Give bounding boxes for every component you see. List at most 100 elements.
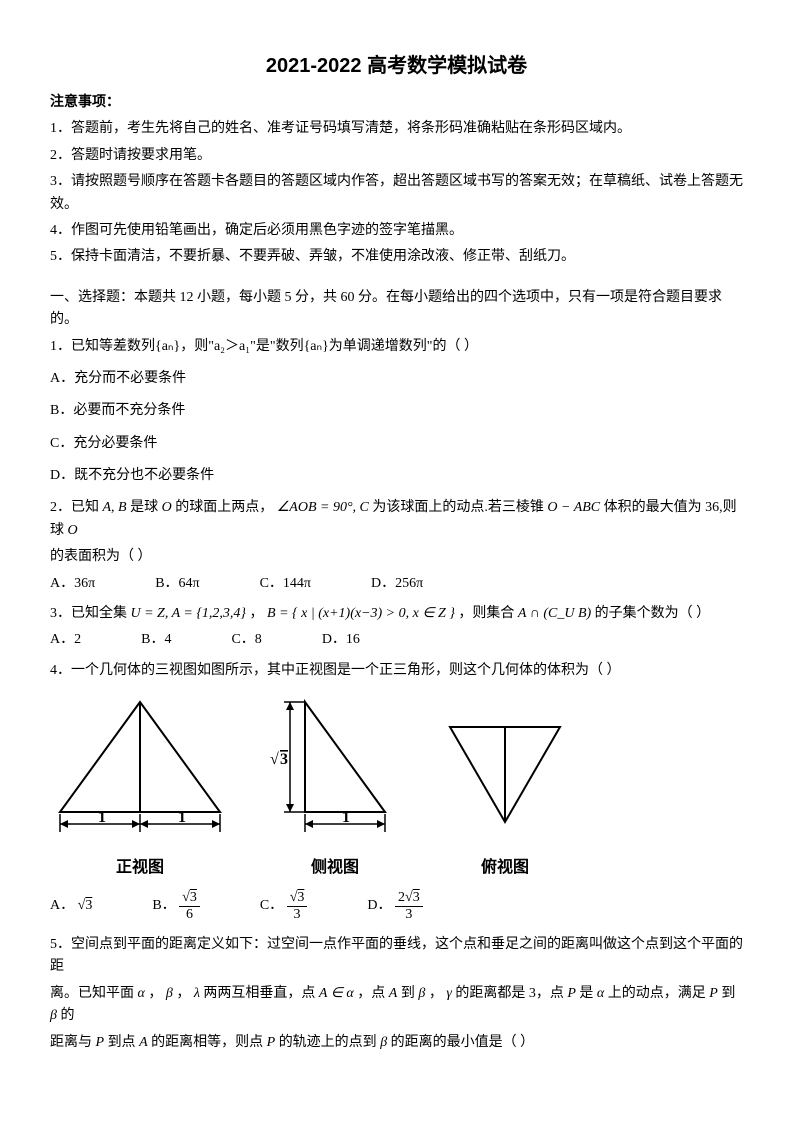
opt-val: 3 <box>85 898 92 913</box>
svg-text:1: 1 <box>342 809 350 826</box>
q2-angle: ∠AOB = 90°, <box>277 500 356 515</box>
opt-label: A． <box>50 898 74 913</box>
q5-a2: A <box>139 1035 148 1050</box>
fig3-caption: 俯视图 <box>440 855 570 881</box>
q3-frag: ，则集合 <box>458 606 518 621</box>
page-title: 2021-2022 高考数学模拟试卷 <box>50 50 743 82</box>
q3-option-b: B．4 <box>141 629 171 651</box>
q5-frag: 的距离的最小值是（ ） <box>391 1035 535 1050</box>
q2-text: 2．已知 A, B 是球 O 的球面上两点， ∠AOB = 90°, C 为该球… <box>50 497 743 542</box>
q3-expr: A ∩ (C_U B) <box>518 606 591 621</box>
q3-u: U = Z, A = {1,2,3,4} <box>131 606 247 621</box>
q5-p3: P <box>96 1035 105 1050</box>
q3-option-d: D．16 <box>322 629 360 651</box>
q2-option-a: A．36π <box>50 573 95 595</box>
q5-beta: β <box>166 986 173 1001</box>
instruction-item: 2．答题时请按要求用笔。 <box>50 145 743 167</box>
q5-ain: A ∈ α <box>319 986 354 1001</box>
fig2-caption: 侧视图 <box>270 855 400 881</box>
q1-option-c: C．充分必要条件 <box>50 433 743 455</box>
instructions-head: 注意事项： <box>50 92 743 114</box>
q2-c: C <box>360 500 369 515</box>
q4-text: 4．一个几何体的三视图如图所示，其中正视图是一个正三角形，则这个几何体的体积为（… <box>50 660 743 682</box>
q5-line3: 距离与 P 到点 A 的距离相等，则点 P 的轨迹上的点到 β 的距离的最小值是… <box>50 1032 743 1054</box>
q5-alpha2: α <box>597 986 604 1001</box>
q5-beta3: β <box>50 1008 57 1023</box>
front-view-svg: 1 1 <box>50 692 230 842</box>
q5-lambda: λ <box>194 986 200 1001</box>
q2-frag: 的球面上两点， <box>175 500 273 515</box>
q4-option-c: C． √3 3 <box>260 890 308 922</box>
q1-option-b: B．必要而不充分条件 <box>50 400 743 422</box>
q5-gamma: γ <box>446 986 452 1001</box>
opt-num: 3 <box>190 890 197 905</box>
svg-text:1: 1 <box>98 809 106 826</box>
q5-frag: 到 <box>721 986 735 1001</box>
q5-frag: ， <box>176 986 190 1001</box>
q3-frag: 3．已知全集 <box>50 606 131 621</box>
q2-frag: 为该球面上的动点.若三棱锥 <box>372 500 547 515</box>
q4-fig3: 俯视图 <box>440 712 570 880</box>
opt-den: 3 <box>395 907 423 922</box>
svg-text:√: √ <box>270 751 279 768</box>
opt-den: 3 <box>287 907 308 922</box>
opt-pre: 2 <box>398 890 405 905</box>
q5-frag: 的轨迹上的点到 <box>279 1035 381 1050</box>
q5-p: P <box>567 986 576 1001</box>
q5-p4: P <box>267 1035 276 1050</box>
opt-num: 3 <box>413 890 420 905</box>
q4-figures: 1 1 正视图 √ 3 1 <box>50 692 743 880</box>
q5-p2: P <box>709 986 718 1001</box>
q2-option-b: B．64π <box>155 573 199 595</box>
q4-option-b: B． √3 6 <box>152 890 200 922</box>
q2-tail: 的表面积为（ ） <box>50 546 743 568</box>
q3-frag: 的子集个数为（ ） <box>595 606 711 621</box>
svg-text:1: 1 <box>178 809 186 826</box>
opt-label: C． <box>260 898 283 913</box>
q5-beta4: β <box>380 1035 387 1050</box>
opt-label: D． <box>367 898 391 913</box>
q2-o2: O <box>68 523 78 538</box>
side-view-svg: √ 3 1 <box>270 692 400 842</box>
q5-frag: 两两互相垂直，点 <box>203 986 319 1001</box>
instructions-block: 注意事项： 1．答题前，考生先将自己的姓名、准考证号码填写清楚，将条形码准确粘贴… <box>50 92 743 269</box>
svg-text:3: 3 <box>280 751 288 768</box>
q3-option-c: C．8 <box>231 629 261 651</box>
q2-options: A．36π B．64π C．144π D．256π <box>50 573 743 595</box>
q2-oabc: O − ABC <box>547 500 600 515</box>
questions-block: 一、选择题：本题共 12 小题，每小题 5 分，共 60 分。在每小题给出的四个… <box>50 287 743 1054</box>
fig1-caption: 正视图 <box>50 855 230 881</box>
q1-option-d: D．既不充分也不必要条件 <box>50 465 743 487</box>
q5-beta2: β <box>418 986 425 1001</box>
q5-frag: 的距离相等，则点 <box>151 1035 267 1050</box>
q3-option-a: A．2 <box>50 629 81 651</box>
instruction-item: 4．作图可先使用铅笔画出，确定后必须用黑色字迹的签字笔描黑。 <box>50 220 743 242</box>
q2-ab: A, B <box>103 500 127 515</box>
q5-line1: 5．空间点到平面的距离定义如下：过空间一点作平面的垂线，这个点和垂足之间的距离叫… <box>50 934 743 979</box>
q4-options: A． √3 B． √3 6 C． √3 3 D． 2√3 3 <box>50 890 743 922</box>
q4-fig1: 1 1 正视图 <box>50 692 230 880</box>
q5-frag: 距离与 <box>50 1035 96 1050</box>
q5-line2: 离。已知平面 α ， β ， λ 两两互相垂直，点 A ∈ α ，点 A 到 β… <box>50 983 743 1028</box>
q2-option-c: C．144π <box>260 573 311 595</box>
top-view-svg <box>440 712 570 842</box>
q3-text: 3．已知全集 U = Z, A = {1,2,3,4} ， B = { x | … <box>50 603 743 625</box>
q1-option-a: A．充分而不必要条件 <box>50 368 743 390</box>
q1-options: A．充分而不必要条件 B．必要而不充分条件 C．充分必要条件 D．既不充分也不必… <box>50 368 743 488</box>
q5-frag: 到 <box>401 986 419 1001</box>
q5-frag: ， <box>429 986 443 1001</box>
q3-frag: ， <box>250 606 264 621</box>
q5-frag: ， <box>148 986 162 1001</box>
instruction-item: 3．请按照题号顺序在答题卡各题目的答题区域内作答，超出答题区域书写的答案无效；在… <box>50 171 743 216</box>
q2-frag: 2．已知 <box>50 500 103 515</box>
q1-text: 1．已知等差数列{aₙ}，则"a₂＞a₁"是"数列{aₙ}为单调递增数列"的（ … <box>50 336 743 358</box>
q5-frag: 上的动点，满足 <box>608 986 710 1001</box>
q5-frag: 是 <box>579 986 597 1001</box>
instruction-item: 1．答题前，考生先将自己的姓名、准考证号码填写清楚，将条形码准确粘贴在条形码区域… <box>50 118 743 140</box>
q5-alpha: α <box>138 986 145 1001</box>
opt-num: 3 <box>297 890 304 905</box>
q5-frag: 的 <box>60 1008 74 1023</box>
q5-a: A <box>389 986 398 1001</box>
q4-option-d: D． 2√3 3 <box>367 890 422 922</box>
opt-den: 6 <box>179 907 200 922</box>
